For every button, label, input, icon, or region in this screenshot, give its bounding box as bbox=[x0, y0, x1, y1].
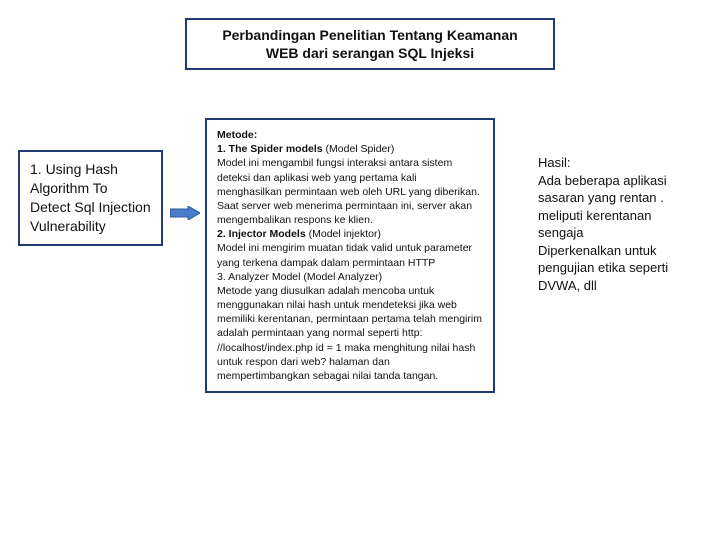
arrow-right-icon bbox=[170, 206, 200, 220]
metode-1-body: Model ini mengambil fungsi interaksi ant… bbox=[217, 157, 480, 226]
metode-2-label: 2. Injector Models bbox=[217, 228, 309, 240]
title-box: Perbandingan Penelitian Tentang Keamanan… bbox=[185, 18, 555, 70]
hasil-line3: meliputi kerentanan sengaja bbox=[538, 207, 692, 242]
center-box: Metode: 1. The Spider models (Model Spid… bbox=[205, 118, 495, 393]
metode-1-paren: (Model Spider) bbox=[326, 143, 395, 155]
title-line2: WEB dari serangan SQL Injeksi bbox=[266, 45, 474, 61]
hasil-line4: Diperkenalkan untuk pengujian etika sepe… bbox=[538, 242, 692, 295]
metode-3-body: Metode yang diusulkan adalah mencoba unt… bbox=[217, 285, 482, 382]
metode-2-paren: (Model injektor) bbox=[309, 228, 381, 240]
metode-3: 3. Analyzer Model (Model Analyzer) Metod… bbox=[217, 270, 483, 383]
left-box: 1. Using Hash Algorithm To Detect Sql In… bbox=[18, 150, 163, 246]
left-text: 1. Using Hash Algorithm To Detect Sql In… bbox=[30, 161, 151, 234]
title-line1: Perbandingan Penelitian Tentang Keamanan bbox=[222, 27, 517, 43]
right-box: Hasil: Ada beberapa aplikasi sasaran yan… bbox=[530, 148, 700, 300]
metode-2: 2. Injector Models (Model injektor) Mode… bbox=[217, 227, 483, 270]
metode-1-label: 1. The Spider models bbox=[217, 143, 326, 155]
hasil-heading: Hasil: bbox=[538, 154, 692, 172]
metode-2-body: Model ini mengirim muatan tidak valid un… bbox=[217, 242, 472, 268]
metode-heading: Metode: bbox=[217, 128, 483, 142]
metode-3-label: 3. Analyzer Model (Model Analyzer) bbox=[217, 271, 382, 283]
hasil-line2: Ada beberapa aplikasi sasaran yang renta… bbox=[538, 172, 692, 207]
metode-1: 1. The Spider models (Model Spider) Mode… bbox=[217, 142, 483, 227]
title-text: Perbandingan Penelitian Tentang Keamanan… bbox=[197, 26, 543, 62]
